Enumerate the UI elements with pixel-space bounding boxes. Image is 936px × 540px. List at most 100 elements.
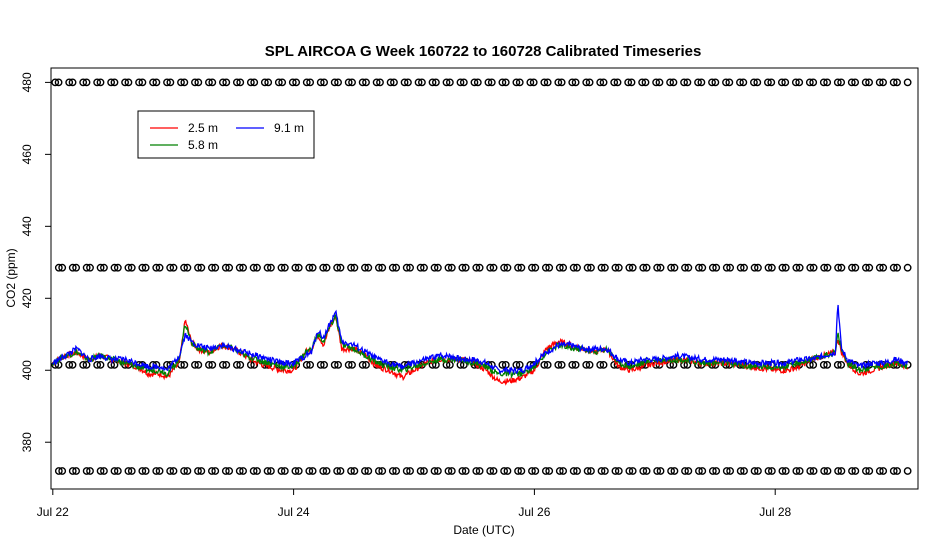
calibration-point xyxy=(400,78,409,87)
calibration-point xyxy=(221,467,230,475)
calibration-point xyxy=(597,263,606,272)
calibration-point xyxy=(364,467,373,475)
calibration-point xyxy=(698,263,707,272)
calibration-point xyxy=(486,263,495,272)
calibration-point xyxy=(725,78,734,87)
calibration-point xyxy=(239,263,247,272)
calibration-point xyxy=(806,467,815,475)
calibration-point xyxy=(879,263,888,272)
calibration-point xyxy=(333,467,342,475)
calibration-point xyxy=(152,467,161,475)
calibration-point xyxy=(302,78,311,87)
calibration-point xyxy=(540,360,549,369)
calibration-point xyxy=(458,263,467,272)
calibration-point xyxy=(639,467,648,475)
calibration-point xyxy=(169,263,178,272)
calibration-point xyxy=(434,467,442,475)
calibration-point xyxy=(121,78,129,87)
calibration-point xyxy=(711,78,720,87)
calibration-point xyxy=(420,263,428,272)
calibration-point xyxy=(695,467,703,475)
calibration-point xyxy=(582,360,591,369)
calibration-point xyxy=(205,360,213,369)
calibration-point xyxy=(225,263,234,272)
calibration-point xyxy=(274,78,283,87)
calibration-point xyxy=(611,467,620,475)
calibration-point xyxy=(501,78,510,87)
calibration-point xyxy=(571,78,580,87)
calibration-point xyxy=(277,467,286,475)
calibration-point xyxy=(781,467,790,475)
calibration-point xyxy=(792,263,801,272)
calibration-point xyxy=(392,263,401,272)
calibration-point xyxy=(253,263,261,272)
calibration-point xyxy=(236,78,245,87)
calibration-point xyxy=(777,78,786,87)
calibration-point xyxy=(197,467,206,475)
calibration-point xyxy=(472,467,481,475)
calibration-point xyxy=(778,467,787,475)
calibration-point xyxy=(833,78,842,87)
calibration-point xyxy=(848,263,856,272)
calibration-point xyxy=(875,467,884,475)
calibration-point xyxy=(336,467,345,475)
calibration-point xyxy=(498,360,507,369)
calibration-point xyxy=(642,263,651,272)
calibration-point xyxy=(545,263,554,272)
calibration-point xyxy=(291,263,300,272)
calibration-point xyxy=(334,78,342,87)
calibration-point xyxy=(778,263,787,272)
calibration-point xyxy=(152,78,161,87)
calibration-point xyxy=(750,78,758,87)
calibration-point xyxy=(211,263,220,272)
calibration-point xyxy=(194,78,203,87)
calibration-point xyxy=(253,467,261,475)
calibration-point xyxy=(475,263,484,272)
calibration-point xyxy=(163,360,171,369)
chart-title: SPL AIRCOA G Week 160722 to 160728 Calib… xyxy=(265,43,702,60)
calibration-point xyxy=(903,467,912,475)
calibration-point xyxy=(656,263,665,272)
calibration-point xyxy=(219,78,227,87)
calibration-point xyxy=(68,263,77,272)
calibration-point xyxy=(86,263,94,272)
calibration-point xyxy=(235,467,244,475)
calibration-point xyxy=(386,78,395,87)
calibration-point xyxy=(166,78,175,87)
y-axis-label: CO2 (ppm) xyxy=(4,248,18,307)
calibration-point xyxy=(376,78,384,87)
calibration-point xyxy=(862,263,870,272)
calibration-point xyxy=(294,263,303,272)
calibration-point xyxy=(837,467,846,475)
calibration-point xyxy=(68,360,77,369)
y-tick-label: 420 xyxy=(20,288,34,308)
calibration-point xyxy=(484,78,493,87)
calibration-point xyxy=(372,78,381,87)
calibration-point xyxy=(221,263,230,272)
calibration-point xyxy=(767,263,776,272)
calibration-point xyxy=(531,263,540,272)
calibration-point xyxy=(475,467,484,475)
calibration-point xyxy=(350,263,359,272)
calibration-point xyxy=(639,263,648,272)
calibration-point xyxy=(93,78,102,87)
calibration-point xyxy=(180,467,188,475)
x-tick-label: Jul 24 xyxy=(278,505,310,519)
calibration-point xyxy=(585,78,594,87)
calibration-point xyxy=(795,263,804,272)
calibration-point xyxy=(500,467,509,475)
calibration-point xyxy=(362,78,370,87)
calibration-point xyxy=(712,263,721,272)
calibration-point xyxy=(903,263,912,272)
calibration-point xyxy=(596,360,605,369)
calibration-point xyxy=(554,78,563,87)
calibration-point xyxy=(205,78,213,87)
calibration-point xyxy=(344,360,353,369)
calibration-point xyxy=(124,467,133,475)
calibration-point xyxy=(893,467,902,475)
calibration-point xyxy=(545,467,554,475)
calibration-point xyxy=(138,467,147,475)
calibration-point xyxy=(277,263,286,272)
calibration-point xyxy=(667,263,675,272)
